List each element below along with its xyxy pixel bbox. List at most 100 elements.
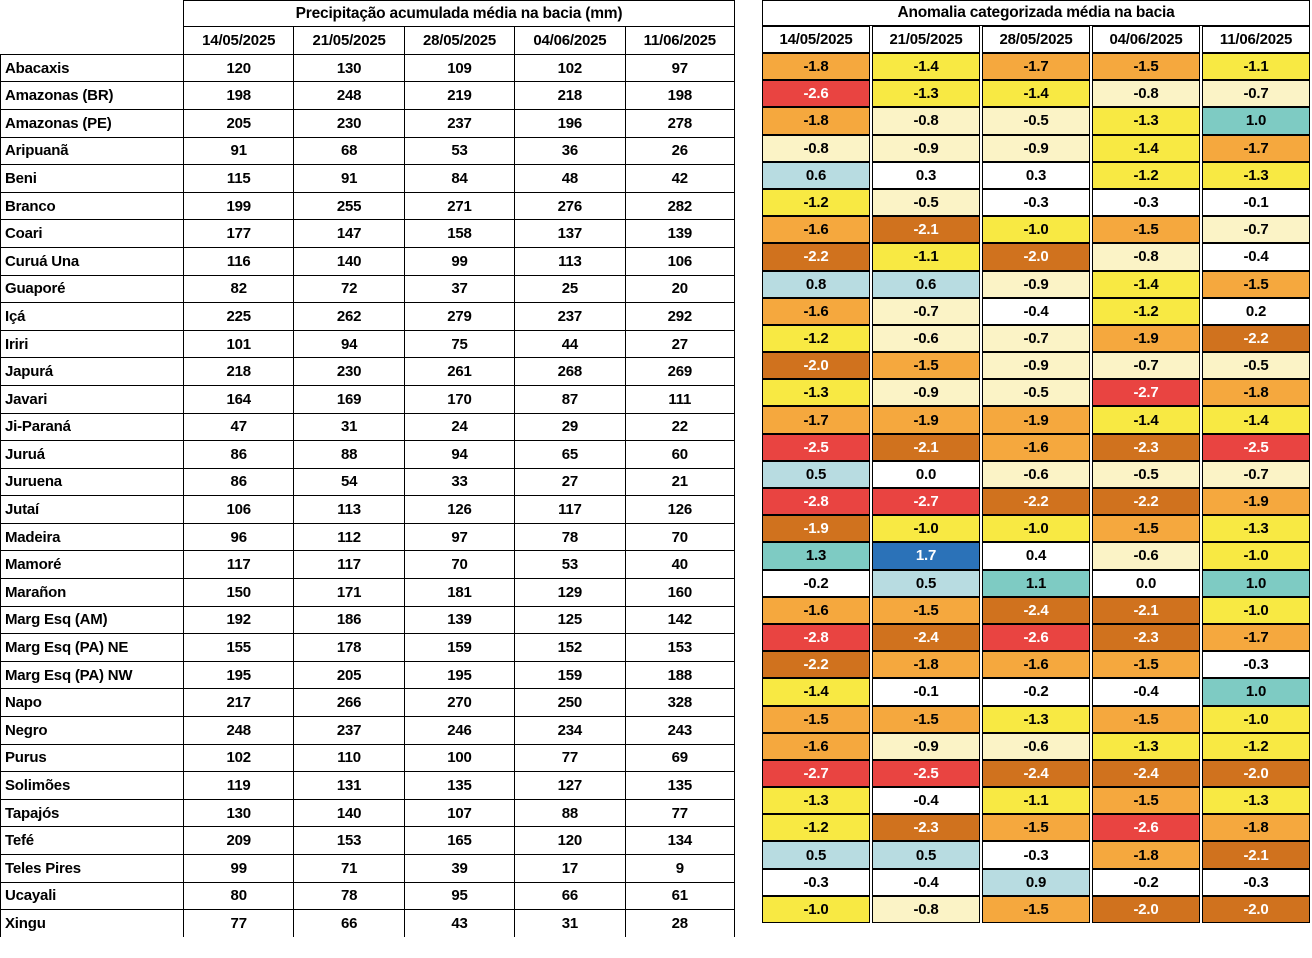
anomaly-value-cell: -2.6: [982, 623, 1090, 652]
precip-value-cell: 101: [183, 329, 294, 358]
date-header-cell: 28/05/2025: [403, 26, 515, 54]
anomaly-value-cell: -0.8: [872, 895, 980, 923]
basin-name-cell: Aripuanã: [0, 136, 183, 165]
precip-row: Napo 217 266 270 250 328: [0, 688, 735, 717]
precip-value-cell: 153: [624, 633, 735, 661]
precip-value-cell: 153: [293, 826, 404, 854]
anomaly-value-cell: -1.3: [762, 379, 870, 407]
corner-blank-cell: [0, 0, 183, 54]
anomaly-value-cell: -2.7: [872, 488, 980, 516]
anomaly-row: -1.4 -0.1 -0.2 -0.4 1.0: [762, 678, 1311, 706]
anomaly-value-cell: -2.6: [762, 80, 870, 108]
precip-row: Teles Pires 99 71 39 17 9: [0, 854, 735, 882]
anomaly-value-cell: -1.6: [982, 651, 1090, 679]
anomaly-value-cell: -2.0: [1202, 895, 1311, 923]
anomaly-row: -1.3 -0.4 -1.1 -1.5 -1.3: [762, 787, 1311, 815]
anomaly-value-cell: -1.2: [762, 324, 870, 353]
anomaly-value-cell: -2.2: [982, 488, 1090, 516]
anomaly-value-cell: -0.4: [872, 868, 980, 896]
anomaly-value-cell: -1.6: [762, 216, 870, 244]
precip-row: Ji-Paraná 47 31 24 29 22: [0, 412, 735, 441]
anomaly-value-cell: 0.0: [1092, 569, 1200, 597]
anomaly-value-cell: -0.9: [872, 134, 980, 162]
anomaly-row: 0.5 0.5 -0.3 -1.8 -2.1: [762, 841, 1311, 869]
anomaly-value-cell: 0.3: [982, 161, 1090, 189]
precip-value-cell: 100: [403, 743, 515, 772]
precip-value-cell: 31: [514, 909, 625, 937]
precip-value-cell: 95: [403, 881, 515, 910]
basin-name-cell: Juruena: [0, 467, 183, 496]
anomaly-value-cell: -1.5: [872, 596, 980, 624]
precip-value-cell: 94: [293, 329, 404, 358]
anomaly-row: -2.6 -1.3 -1.4 -0.8 -0.7: [762, 80, 1311, 108]
precip-value-cell: 24: [403, 412, 515, 441]
anomaly-value-cell: -1.1: [982, 787, 1090, 815]
anomaly-value-cell: -1.8: [1092, 841, 1200, 869]
precip-value-cell: 276: [514, 191, 625, 220]
date-header-cell: 14/05/2025: [183, 26, 294, 54]
precip-value-cell: 40: [624, 550, 735, 579]
anomaly-date-header-row: 14/05/2025 21/05/2025 28/05/2025 04/06/2025…: [762, 26, 1311, 53]
anomaly-value-cell: -1.9: [872, 406, 980, 434]
anomaly-value-cell: -1.3: [1202, 787, 1311, 815]
anomaly-value-cell: -2.3: [872, 814, 980, 842]
precip-row: Juruá 86 88 94 65 60: [0, 440, 735, 468]
anomaly-value-cell: -0.9: [982, 352, 1090, 380]
precip-value-cell: 71: [293, 854, 404, 882]
precip-value-cell: 225: [183, 302, 294, 330]
anomaly-value-cell: -0.7: [1202, 216, 1311, 244]
precip-row: Marg Esq (AM) 192 186 139 125 142: [0, 605, 735, 634]
date-header-cell: 04/06/2025: [1092, 26, 1200, 53]
anomaly-value-cell: -2.4: [872, 623, 980, 652]
anomaly-value-cell: -2.1: [1202, 841, 1311, 869]
precip-value-cell: 69: [624, 743, 735, 772]
precip-value-cell: 192: [183, 605, 294, 634]
anomaly-value-cell: -1.4: [1202, 406, 1311, 434]
anomaly-value-cell: -2.4: [982, 596, 1090, 624]
precip-value-cell: 54: [293, 467, 404, 496]
anomaly-value-cell: -0.7: [1202, 80, 1311, 108]
anomaly-value-cell: -1.5: [982, 814, 1090, 842]
precip-value-cell: 87: [514, 384, 625, 413]
basin-name-cell: Abacaxis: [0, 53, 183, 82]
precip-value-cell: 39: [403, 854, 515, 882]
anomaly-value-cell: 0.5: [872, 841, 980, 869]
precip-value-cell: 130: [183, 798, 294, 827]
precip-value-cell: 44: [514, 329, 625, 358]
anomaly-value-cell: 1.0: [1202, 678, 1311, 706]
basin-name-cell: Içá: [0, 302, 183, 330]
precip-value-cell: 48: [514, 164, 625, 192]
anomaly-value-cell: -2.1: [872, 433, 980, 461]
precip-value-cell: 22: [624, 412, 735, 441]
anomaly-value-cell: -1.6: [762, 596, 870, 624]
precip-value-cell: 198: [624, 81, 735, 109]
precip-row: Negro 248 237 246 234 243: [0, 716, 735, 744]
precip-value-cell: 61: [624, 881, 735, 910]
precip-value-cell: 142: [624, 605, 735, 634]
anomaly-value-cell: -0.4: [872, 787, 980, 815]
anomaly-value-cell: -2.5: [762, 433, 870, 461]
precip-value-cell: 113: [293, 495, 404, 523]
anomaly-value-cell: -2.0: [762, 352, 870, 380]
anomaly-value-cell: -1.8: [1202, 814, 1311, 842]
precip-table-title: Precipitação acumulada média na bacia (m…: [183, 0, 735, 27]
anomaly-value-cell: -0.4: [1202, 243, 1311, 271]
precip-value-cell: 102: [183, 743, 294, 772]
anomaly-value-cell: -0.5: [982, 379, 1090, 407]
anomaly-value-cell: -0.7: [982, 324, 1090, 353]
basin-name-cell: Marg Esq (PA) NE: [0, 633, 183, 661]
precip-value-cell: 261: [403, 357, 515, 385]
precip-value-cell: 29: [514, 412, 625, 441]
anomaly-value-cell: -1.8: [872, 651, 980, 679]
basin-name-cell: Javari: [0, 384, 183, 413]
anomaly-value-cell: -1.9: [1092, 324, 1200, 353]
date-header-cell: 28/05/2025: [982, 26, 1090, 53]
precip-title-row: Precipitação acumulada média na bacia (m…: [0, 0, 735, 54]
precip-value-cell: 77: [514, 743, 625, 772]
precip-value-cell: 196: [514, 108, 625, 137]
anomaly-value-cell: -1.4: [762, 678, 870, 706]
precip-value-cell: 198: [183, 81, 294, 109]
precip-value-cell: 278: [624, 108, 735, 137]
basin-name-cell: Japurá: [0, 357, 183, 385]
anomaly-value-cell: -1.2: [762, 188, 870, 217]
